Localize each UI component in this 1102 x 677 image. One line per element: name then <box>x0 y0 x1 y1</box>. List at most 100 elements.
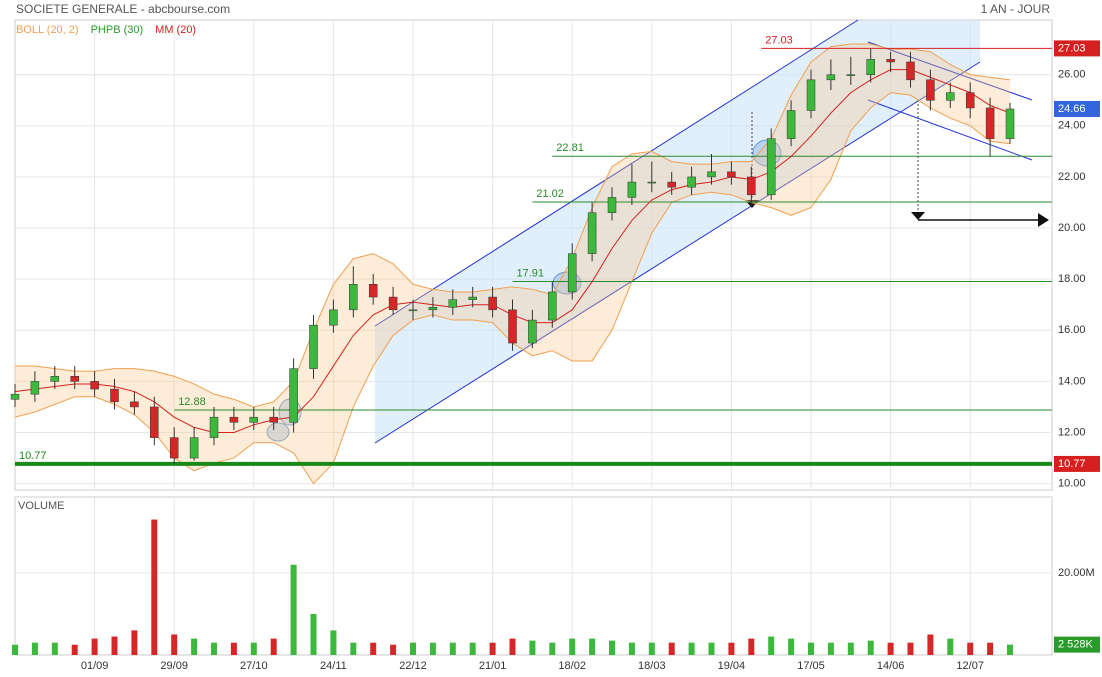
candle-body <box>667 181 676 188</box>
channel-fill <box>375 20 980 443</box>
y-tick-label: 10.00 <box>1058 478 1086 490</box>
volume-bar <box>270 638 277 655</box>
legend-entry: BOLL (20, 2) <box>16 24 79 36</box>
volume-bar <box>907 642 914 655</box>
level-label: 17.91 <box>517 267 545 279</box>
candle-body <box>329 309 338 326</box>
bollinger-upper <box>15 43 1011 408</box>
x-tick-label: 14/06 <box>877 660 905 672</box>
candle-body <box>548 291 557 321</box>
bollinger-area <box>15 44 1010 484</box>
candle-body <box>965 92 975 109</box>
volume-bar <box>688 642 695 655</box>
volume-bar <box>509 638 516 655</box>
legend-entry: MM (20) <box>155 24 196 36</box>
volume-bar <box>927 634 934 655</box>
volume-bar <box>310 613 317 655</box>
candle-body <box>607 197 617 213</box>
volume-bar <box>589 638 596 655</box>
volume-bar <box>569 638 576 655</box>
candle-body <box>269 416 278 423</box>
candle-body <box>1005 108 1015 139</box>
last-close-label: 24.66 <box>1058 103 1086 115</box>
candle-body <box>150 406 159 438</box>
x-tick-label: 01/09 <box>81 660 109 672</box>
candle-body <box>687 176 696 188</box>
level-label: 27.03 <box>765 34 793 46</box>
x-tick-label: 18/03 <box>638 660 666 672</box>
candle-body <box>189 437 199 459</box>
candle-body <box>229 416 239 423</box>
y-tick-label: 12.00 <box>1058 426 1086 438</box>
candle-body <box>169 437 179 459</box>
y-tick-label: 20.00M <box>1058 567 1095 579</box>
candle-body <box>627 181 637 198</box>
volume-bar <box>51 642 58 655</box>
price-panel <box>14 19 1053 491</box>
candle-body <box>647 181 657 184</box>
y-tick-label: 26.00 <box>1058 69 1086 81</box>
volume-bar <box>390 644 397 655</box>
chart-title: SOCIETE GENERALE - abcbourse.com <box>16 2 230 16</box>
volume-bar <box>1007 644 1013 655</box>
last-close-label-box <box>1054 100 1100 117</box>
volume-bar <box>290 564 297 655</box>
volume-bar <box>370 642 377 655</box>
y-tick-label: 24.00 <box>1058 120 1086 132</box>
legend-entry: PHPB (30) <box>91 24 144 36</box>
x-tick-label: 27/10 <box>240 660 268 672</box>
channel-line <box>867 99 1033 161</box>
x-tick-label: 21/01 <box>479 660 507 672</box>
candle-body <box>587 212 597 254</box>
x-tick-label: 18/02 <box>558 660 586 672</box>
volume-bar <box>628 642 635 655</box>
candle-body <box>886 59 895 63</box>
candle-body <box>349 284 358 311</box>
level-box-label-box <box>1054 40 1100 57</box>
labels: 10.00 12.00 14.00 16.00 18.00 20.00 22.00 24.00… <box>16 24 1100 672</box>
candle-body <box>846 74 856 76</box>
candle-body <box>786 110 796 139</box>
candle-body <box>50 376 60 382</box>
highlight <box>266 422 290 442</box>
candle-body <box>368 284 378 298</box>
level-label: 10.77 <box>19 450 47 462</box>
volume-bar <box>410 642 416 655</box>
volume-bar <box>230 642 237 655</box>
volume-bar <box>549 642 556 655</box>
candle-body <box>826 74 836 81</box>
x-tick-label: 29/09 <box>160 660 188 672</box>
volume-bar <box>330 630 337 655</box>
channel-line <box>867 41 1033 101</box>
level-label: 22.81 <box>556 142 584 154</box>
volume-bar <box>31 642 38 655</box>
candle-body <box>10 393 20 400</box>
volume-bar <box>648 642 655 655</box>
volume-bar <box>171 634 178 655</box>
period: 1 AN - JOUR <box>981 2 1051 16</box>
volume-bar <box>987 642 994 655</box>
volume-bar <box>947 638 954 655</box>
volume-bar <box>91 638 98 655</box>
volume-bar <box>71 644 78 655</box>
level-box-label-box <box>1054 455 1100 472</box>
volume-bar <box>350 642 357 655</box>
volume-bar <box>768 636 775 655</box>
candle-body <box>30 381 40 395</box>
volume-bar <box>12 644 18 655</box>
level-box-label: 27.03 <box>1058 42 1086 54</box>
level-label: 12.88 <box>178 396 206 408</box>
candle-body <box>110 388 119 403</box>
volume-bar <box>151 519 158 655</box>
volume-bar <box>867 640 874 655</box>
volume-bar <box>847 642 854 655</box>
volume-bar <box>191 638 198 655</box>
x-tick-label: 12/07 <box>956 660 984 672</box>
volume-bar <box>131 630 138 655</box>
x-tick-label: 17/05 <box>797 660 825 672</box>
candle-body <box>468 296 477 300</box>
candle-body <box>408 309 418 312</box>
candle-body <box>906 61 915 81</box>
x-tick-label: 19/04 <box>718 660 746 672</box>
